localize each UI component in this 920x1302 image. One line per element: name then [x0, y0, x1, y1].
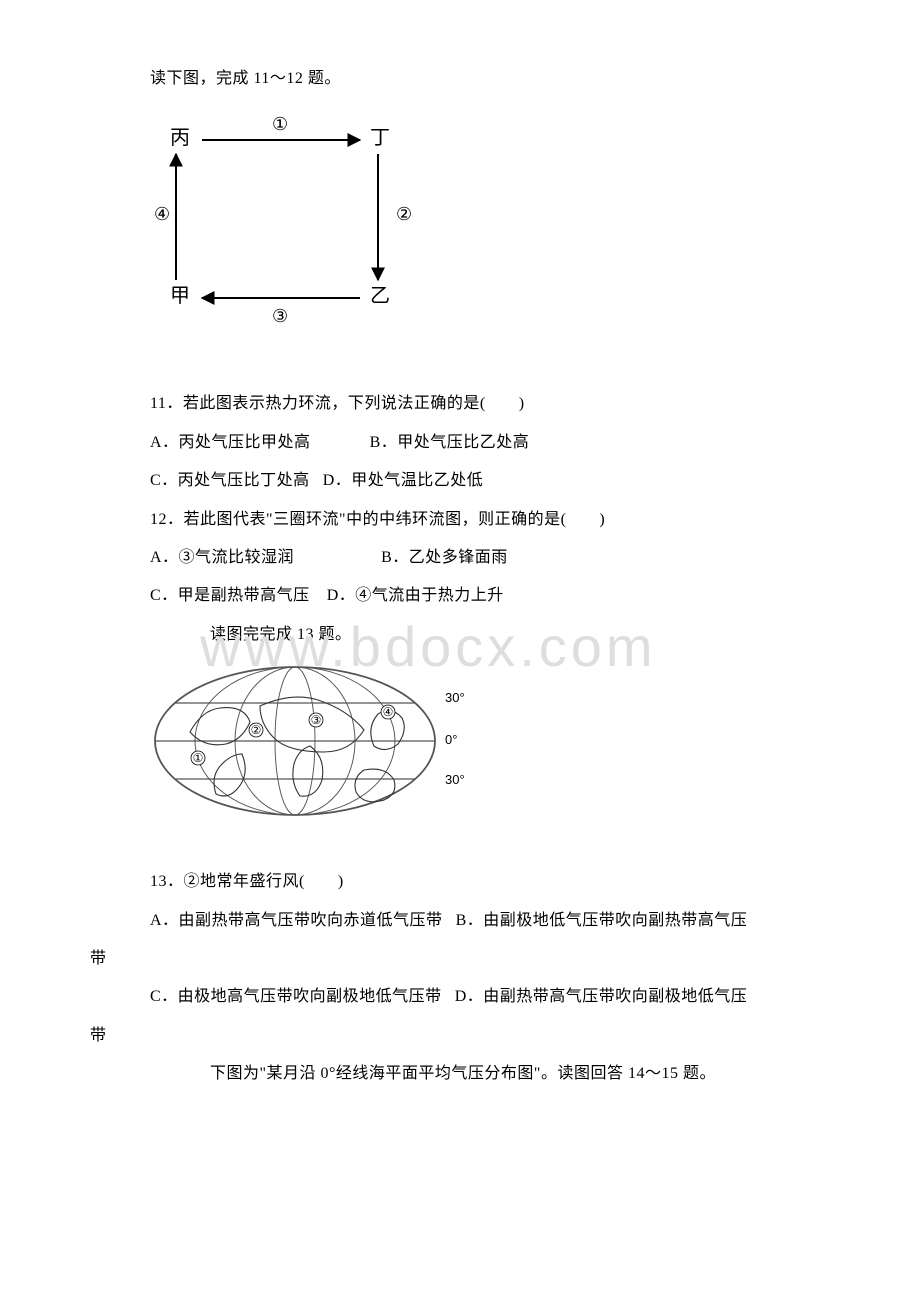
q11-row-cd: C．丙处气压比丁处高 D．甲处气温比乙处低 — [90, 462, 830, 500]
diagram2-lat-label-1: 0° — [445, 732, 457, 747]
q11-row-ab: A．丙处气压比甲处高 B．甲处气压比乙处高 — [90, 424, 830, 462]
q13-tail-d: 带 — [90, 1017, 830, 1055]
q11-option-b: B．甲处气压比乙处高 — [370, 434, 530, 451]
diagram1-edge-label-e2: ② — [396, 204, 412, 224]
diagram1-edge-label-e4: ④ — [154, 204, 170, 224]
diagram1-node-bing: 丙 — [170, 127, 190, 149]
q13-option-c: C．由极地高气压带吹向副极地低气压带 — [150, 988, 442, 1005]
q13-row-ab: A．由副热带高气压带吹向赤道低气压带 B．由副极地低气压带吹向副热带高气压 — [90, 902, 830, 940]
intro3-line: 下图为"某月沿 0°经线海平面平均气压分布图"。读图回答 14～15 题。 — [90, 1055, 830, 1093]
diagram-thermal-circulation: ① ② ③ ④ 丙 丁甲 乙 — [90, 112, 830, 337]
q13-stem: 13．②地常年盛行风( ) — [90, 863, 830, 901]
q12-row-cd: C．甲是副热带高气压 D．④气流由于热力上升 — [90, 577, 830, 615]
q11-option-d: D．甲处气温比乙处低 — [323, 472, 484, 489]
q12-option-c: C．甲是副热带高气压 — [150, 587, 310, 604]
intro2-line: 读图完完成 13 题。 — [90, 616, 830, 654]
q13-tail-b: 带 — [90, 940, 830, 978]
diagram-world-map: 30° 0° 30° ① ② ③ ④ — [90, 662, 830, 827]
diagram2-marker-3: ③ — [311, 713, 322, 727]
q12-option-d: D．④气流由于热力上升 — [327, 587, 504, 604]
diagram1-edge-label-e1: ① — [272, 114, 288, 134]
diagram2-marker-2: ② — [251, 723, 262, 737]
diagram1-node-jia: 甲 — [170, 285, 190, 307]
q12-stem: 12．若此图代表"三圈环流"中的中纬环流图，则正确的是( ) — [90, 501, 830, 539]
diagram2-landmass — [190, 697, 404, 802]
q12-row-ab: A．③气流比较湿润 B．乙处多锋面雨 — [90, 539, 830, 577]
q11-option-c: C．丙处气压比丁处高 — [150, 472, 310, 489]
q11-stem: 11．若此图表示热力环流，下列说法正确的是( ) — [90, 385, 830, 423]
q12-option-a: A．③气流比较湿润 — [150, 549, 294, 566]
q13-option-a: A．由副热带高气压带吹向赤道低气压带 — [150, 912, 443, 929]
diagram2-lat-label-0: 30° — [445, 690, 465, 705]
q13-row-cd: C．由极地高气压带吹向副极地低气压带 D．由副热带高气压带吹向副极地低气压 — [90, 978, 830, 1016]
diagram1-svg: ① ② ③ ④ 丙 丁甲 乙 — [150, 112, 430, 332]
diagram2-lat-label-2: 30° — [445, 772, 465, 787]
q13-option-b: B．由副极地低气压带吹向副热带高气压 — [456, 912, 748, 929]
intro-line-1: 读下图，完成 11～12 题。 — [90, 60, 830, 98]
diagram1-node-ding: 丁 — [370, 127, 390, 149]
diagram2-marker-4: ④ — [383, 705, 394, 719]
diagram1-edge-label-e3: ③ — [272, 306, 288, 326]
diagram1-node-yi: 乙 — [370, 285, 390, 307]
diagram2-marker-1: ① — [193, 751, 204, 765]
q13-option-d: D．由副热带高气压带吹向副极地低气压 — [455, 988, 748, 1005]
q12-option-b: B．乙处多锋面雨 — [381, 549, 508, 566]
q11-option-a: A．丙处气压比甲处高 — [150, 434, 311, 451]
diagram2-svg: 30° 0° 30° ① ② ③ ④ — [150, 662, 480, 822]
